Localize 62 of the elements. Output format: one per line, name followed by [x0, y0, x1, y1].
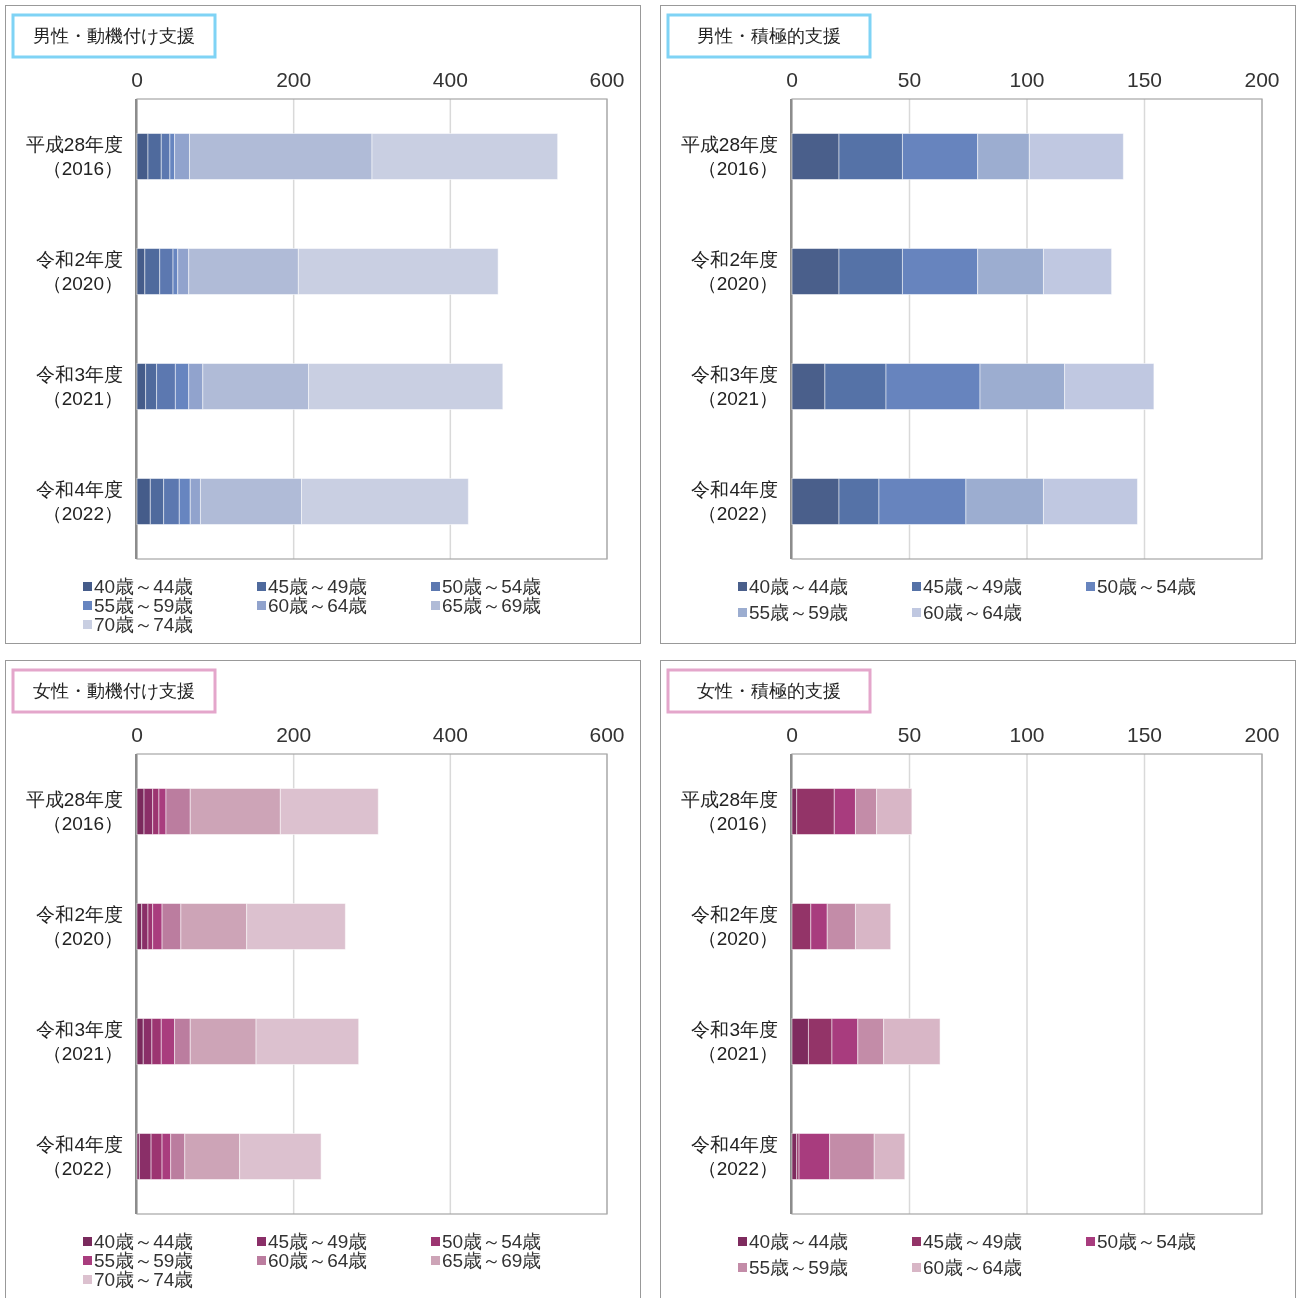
chart-title: 女性・動機付け支援 — [33, 681, 195, 701]
y-tick-label: 令和4年度（2022） — [36, 1133, 123, 1179]
x-tick-label: 400 — [432, 68, 468, 91]
x-tick-label: 400 — [432, 723, 468, 746]
x-tick-label: 50 — [897, 68, 922, 91]
x-tick-label: 200 — [1244, 68, 1280, 91]
y-tick-label: 平成28年度（2016） — [680, 133, 778, 179]
y-tick-label: 令和3年度（2021） — [36, 363, 123, 409]
legend-label: 70歳～74歳 — [94, 614, 194, 635]
x-tick-label: 600 — [589, 68, 625, 91]
legend-label: 55歳～59歳 — [749, 1257, 849, 1278]
y-tick-label: 令和2年度（2020） — [36, 903, 123, 949]
x-tick-label: 200 — [276, 723, 312, 746]
y-tick-label: 令和2年度（2020） — [691, 248, 778, 294]
chart-title: 男性・積極的支援 — [697, 26, 841, 46]
legend-label: 60歳～64歳 — [923, 1257, 1023, 1278]
legend-label: 40歳～44歳 — [749, 576, 849, 597]
x-tick-label: 150 — [1126, 723, 1163, 746]
legend-label: 45歳～49歳 — [923, 576, 1023, 597]
x-tick-label: 50 — [897, 723, 922, 746]
x-tick-label: 0 — [786, 68, 798, 91]
x-tick-label: 600 — [589, 723, 625, 746]
y-tick-label: 令和3年度（2021） — [691, 1018, 778, 1064]
x-tick-label: 100 — [1009, 723, 1045, 746]
legend-label: 45歳～49歳 — [268, 1231, 368, 1252]
legend-label: 65歳～69歳 — [442, 1250, 542, 1271]
y-tick-label: 平成28年度（2016） — [25, 133, 123, 179]
legend-label: 45歳～49歳 — [923, 1231, 1023, 1252]
legend-label: 60歳～64歳 — [268, 1250, 368, 1271]
x-tick-label: 0 — [786, 723, 798, 746]
chart-title: 女性・積極的支援 — [697, 681, 841, 701]
x-tick-label: 150 — [1126, 68, 1163, 91]
legend-label: 50歳～54歳 — [442, 1231, 542, 1252]
legend-label: 70歳～74歳 — [94, 1269, 194, 1290]
x-tick-label: 0 — [131, 723, 143, 746]
legend-label: 55歳～59歳 — [94, 1250, 194, 1271]
y-tick-label: 平成28年度（2016） — [680, 788, 778, 834]
y-tick-label: 平成28年度（2016） — [25, 788, 123, 834]
legend-label: 40歳～44歳 — [749, 1231, 849, 1252]
x-tick-label: 100 — [1009, 68, 1045, 91]
y-tick-label: 令和2年度（2020） — [691, 903, 778, 949]
legend-label: 40歳～44歳 — [94, 1231, 194, 1252]
y-tick-label: 令和3年度（2021） — [691, 363, 778, 409]
legend-label: 65歳～69歳 — [442, 595, 542, 616]
chart-title: 男性・動機付け支援 — [33, 26, 195, 46]
y-tick-label: 令和4年度（2022） — [36, 478, 123, 524]
x-tick-label: 0 — [131, 68, 143, 91]
legend-label: 50歳～54歳 — [442, 576, 542, 597]
legend-label: 55歳～59歳 — [94, 595, 194, 616]
legend-label: 50歳～54歳 — [1097, 576, 1197, 597]
legend-label: 50歳～54歳 — [1097, 1231, 1197, 1252]
legend-label: 55歳～59歳 — [749, 602, 849, 623]
y-tick-label: 令和4年度（2022） — [691, 1133, 778, 1179]
y-tick-label: 令和4年度（2022） — [691, 478, 778, 524]
legend-label: 40歳～44歳 — [94, 576, 194, 597]
x-tick-label: 200 — [1244, 723, 1280, 746]
y-tick-label: 令和3年度（2021） — [36, 1018, 123, 1064]
legend-label: 60歳～64歳 — [923, 602, 1023, 623]
x-tick-label: 200 — [276, 68, 312, 91]
legend-label: 60歳～64歳 — [268, 595, 368, 616]
legend-label: 45歳～49歳 — [268, 576, 368, 597]
y-tick-label: 令和2年度（2020） — [36, 248, 123, 294]
